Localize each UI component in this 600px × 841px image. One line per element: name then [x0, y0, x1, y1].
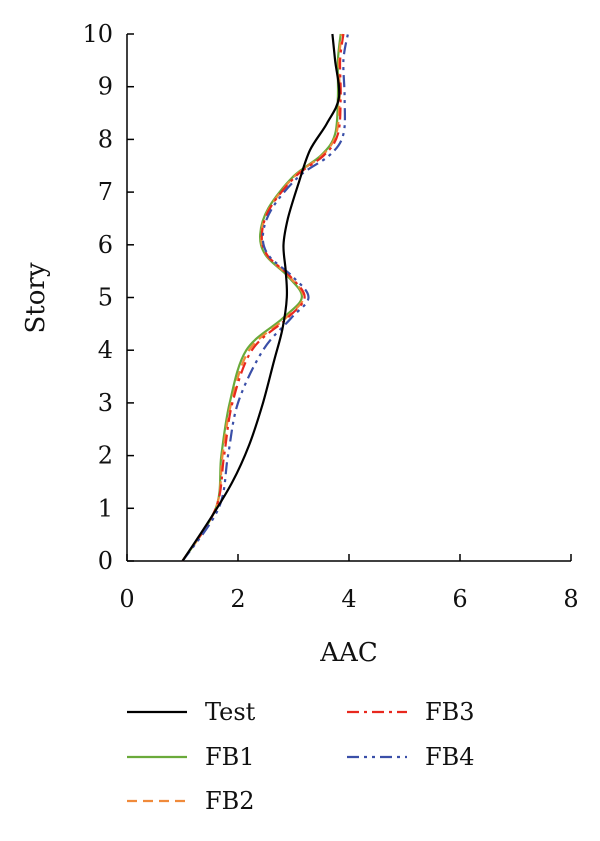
y-tick-label: 1 [98, 494, 113, 522]
y-tick-label: 10 [82, 20, 113, 48]
y-tick-label: 7 [98, 178, 113, 206]
x-tick-label: 8 [563, 585, 578, 613]
series-line-fb3 [181, 33, 345, 562]
legend: Test FB1 FB2 FB3 FB4 [127, 698, 475, 815]
x-axis-title: AAC [319, 638, 377, 668]
series-layer [181, 33, 349, 562]
series-line-fb1 [181, 33, 342, 562]
y-tick-label: 5 [98, 284, 113, 312]
series-line-test [181, 33, 341, 562]
plot-area [126, 34, 571, 562]
legend-label-fb1: FB1 [205, 743, 255, 771]
y-tick-label: 6 [98, 231, 113, 259]
x-tick-label: 2 [230, 585, 245, 613]
series-line-fb2 [181, 33, 343, 562]
y-tick-label: 2 [98, 442, 113, 470]
x-axis-ticks: 0 2 4 6 8 [119, 554, 579, 613]
legend-label-fb3: FB3 [425, 698, 475, 726]
y-axis-ticks: 0 1 2 3 4 5 6 7 8 9 10 [82, 20, 134, 575]
y-tick-label: 3 [98, 389, 113, 417]
series-line-fb4 [181, 33, 349, 562]
legend-label-fb4: FB4 [425, 743, 475, 771]
y-tick-label: 9 [98, 73, 113, 101]
legend-label-fb2: FB2 [205, 787, 255, 815]
x-tick-label: 6 [452, 585, 467, 613]
x-tick-label: 0 [119, 585, 134, 613]
y-tick-label: 4 [98, 336, 113, 364]
y-axis-title: Story [21, 262, 51, 333]
y-tick-label: 8 [98, 125, 113, 153]
y-tick-label: 0 [98, 547, 113, 575]
legend-label-test: Test [205, 698, 256, 726]
x-tick-label: 4 [341, 585, 356, 613]
